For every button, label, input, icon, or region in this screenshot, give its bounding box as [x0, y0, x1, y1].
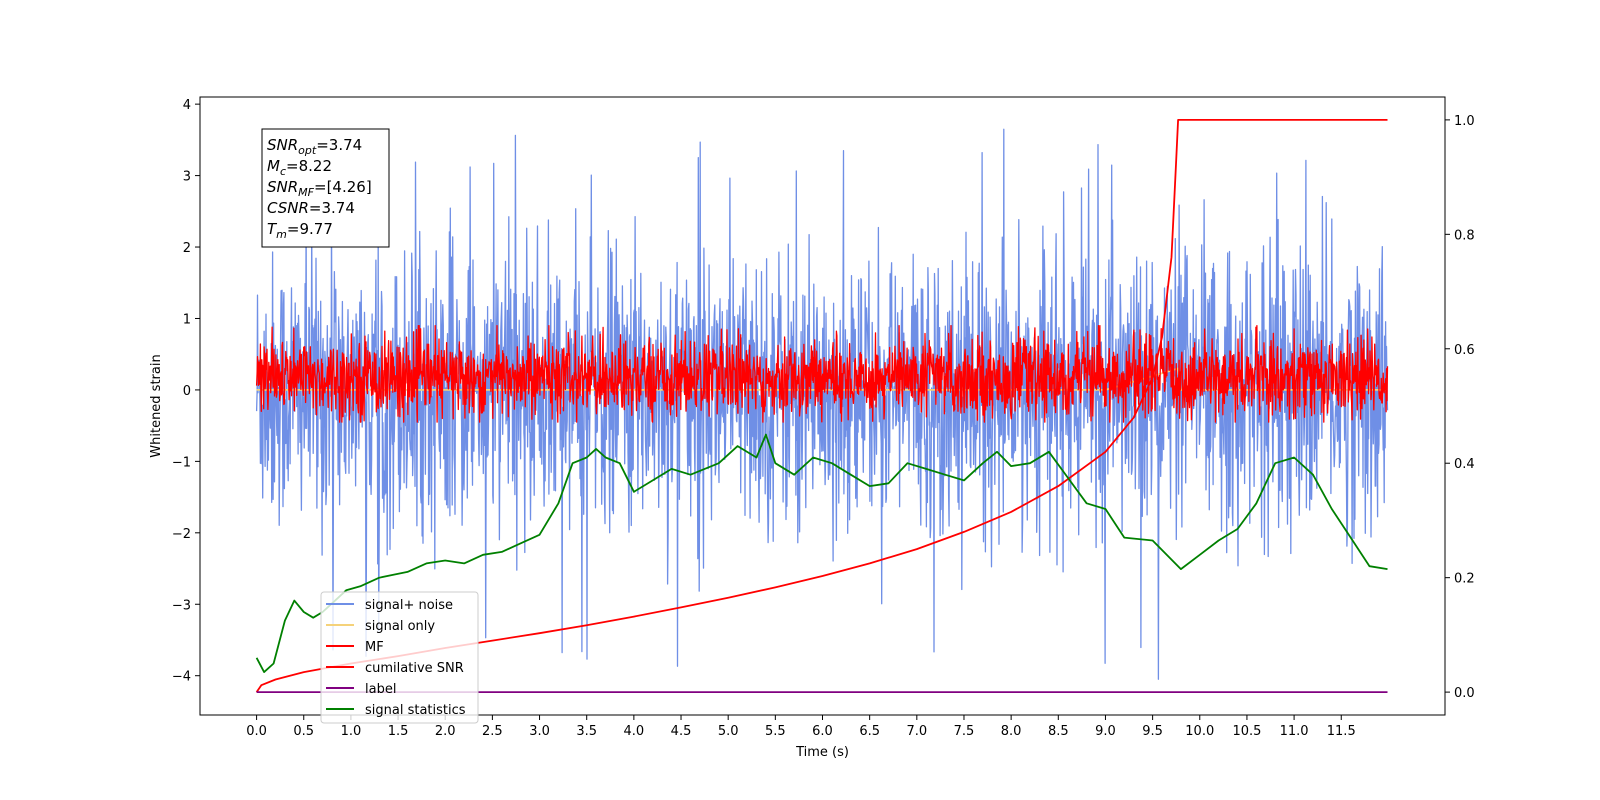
series-line-mf: [255, 324, 1389, 423]
y2-tick-label: 0.4: [1454, 457, 1475, 472]
x-tick-label: 4.5: [671, 724, 692, 739]
legend-label-signal-statistics: signal statistics: [365, 703, 466, 718]
x-tick-label: 8.5: [1048, 724, 1069, 739]
x-tick-label: 6.0: [812, 724, 833, 739]
y-axis-right: 0.0 0.2 0.4 0.6 0.8 1.0: [1445, 114, 1475, 701]
y-tick-label: 4: [183, 98, 191, 113]
x-tick-label: 1.5: [388, 724, 409, 739]
y-tick-label: 1: [183, 312, 191, 327]
x-tick-label: 3.0: [529, 724, 550, 739]
y-tick-label: −4: [172, 670, 191, 685]
legend: signal+ noise signal only MF cumilative SNR…: [320, 591, 479, 724]
x-tick-label: 11.0: [1280, 724, 1309, 739]
x-tick-label: 2.5: [482, 724, 503, 739]
x-tick-label: 8.0: [1001, 724, 1022, 739]
x-tick-label: 7.5: [954, 724, 975, 739]
x-tick-label: 2.0: [435, 724, 456, 739]
y-tick-label: −2: [172, 527, 191, 542]
x-tick-label: 0.0: [246, 724, 267, 739]
y-tick-label: 2: [183, 241, 191, 256]
x-tick-label: 5.0: [718, 724, 739, 739]
y2-tick-label: 0.0: [1454, 686, 1475, 701]
x-tick-label: 10.0: [1185, 724, 1214, 739]
annotation-line: SNRopt=3.74: [267, 136, 362, 157]
x-tick-label: 9.5: [1142, 724, 1163, 739]
y-tick-label: 3: [183, 170, 191, 185]
x-tick-label: 0.5: [293, 724, 314, 739]
y-axis-label: Whitened strain: [149, 354, 164, 457]
x-tick-label: 11.5: [1327, 724, 1356, 739]
y2-tick-label: 0.2: [1454, 572, 1475, 587]
x-axis-label: Time (s): [795, 745, 849, 760]
x-axis: 0.0 0.5 1.0 1.5 2.0 2.5 3.0 3.5 4.0 4.5 5.0 5.5 6.0 6…: [246, 715, 1356, 739]
y-tick-label: −1: [172, 455, 191, 470]
annotation-border: [261, 128, 390, 248]
legend-frame: [320, 591, 479, 724]
legend-label-label: label: [365, 682, 396, 697]
y2-tick-label: 0.6: [1454, 343, 1475, 358]
x-tick-label: 9.0: [1095, 724, 1116, 739]
y-tick-label: −3: [172, 598, 191, 613]
series-line-signal-statistics: [255, 433, 1388, 673]
legend-label-cumilative-snr: cumilative SNR: [365, 661, 464, 676]
legend-label-signal-noise: signal+ noise: [365, 598, 453, 613]
legend-label-mf: MF: [365, 640, 384, 655]
annotation-line: SNRMF=[4.26]: [267, 178, 372, 199]
y2-tick-label: 1.0: [1454, 114, 1475, 129]
x-tick-label: 10.5: [1232, 724, 1261, 739]
legend-label-signal-only: signal only: [365, 619, 435, 634]
x-tick-label: 3.5: [576, 724, 597, 739]
annotation-line: CSNR=3.74: [267, 199, 355, 217]
y2-tick-label: 0.8: [1454, 228, 1475, 243]
x-tick-label: 1.0: [341, 724, 362, 739]
x-tick-label: 6.5: [859, 724, 880, 739]
annotation-line: Mc=8.22: [267, 157, 332, 178]
x-tick-label: 5.5: [765, 724, 786, 739]
y-tick-label: 0: [183, 384, 191, 399]
annotation-line: Tm=9.77: [267, 220, 333, 241]
y-axis-left: −4 −3 −2 −1 0 1 2 3 4: [172, 98, 200, 685]
x-tick-label: 4.0: [624, 724, 645, 739]
x-tick-label: 7.0: [906, 724, 927, 739]
